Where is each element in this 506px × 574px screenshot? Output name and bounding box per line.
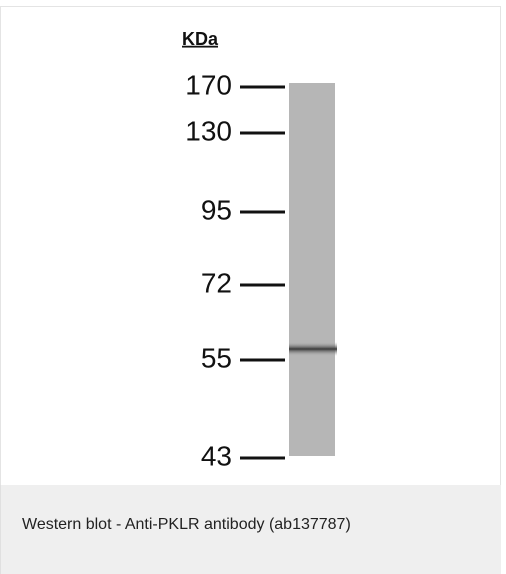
caption-bar: Western blot - Anti-PKLR antibody (ab137… xyxy=(0,485,501,574)
marker-label: 95 xyxy=(201,194,232,225)
marker-label: 72 xyxy=(201,267,232,298)
marker-label: 130 xyxy=(185,115,232,146)
caption: Western blot - Anti-PKLR antibody (ab137… xyxy=(22,516,351,534)
marker-label: 43 xyxy=(201,440,232,471)
lane xyxy=(289,83,335,456)
marker-label: 55 xyxy=(201,342,232,373)
frame xyxy=(1,7,501,487)
band xyxy=(289,342,337,356)
page: KDa 170 130 95 72 55 43 Western blot - Anti-P… xyxy=(0,0,506,574)
blot-figure: KDa 170 130 95 72 55 43 xyxy=(0,0,502,486)
marker-label: 170 xyxy=(185,69,232,100)
unit-label: KDa xyxy=(182,29,219,49)
